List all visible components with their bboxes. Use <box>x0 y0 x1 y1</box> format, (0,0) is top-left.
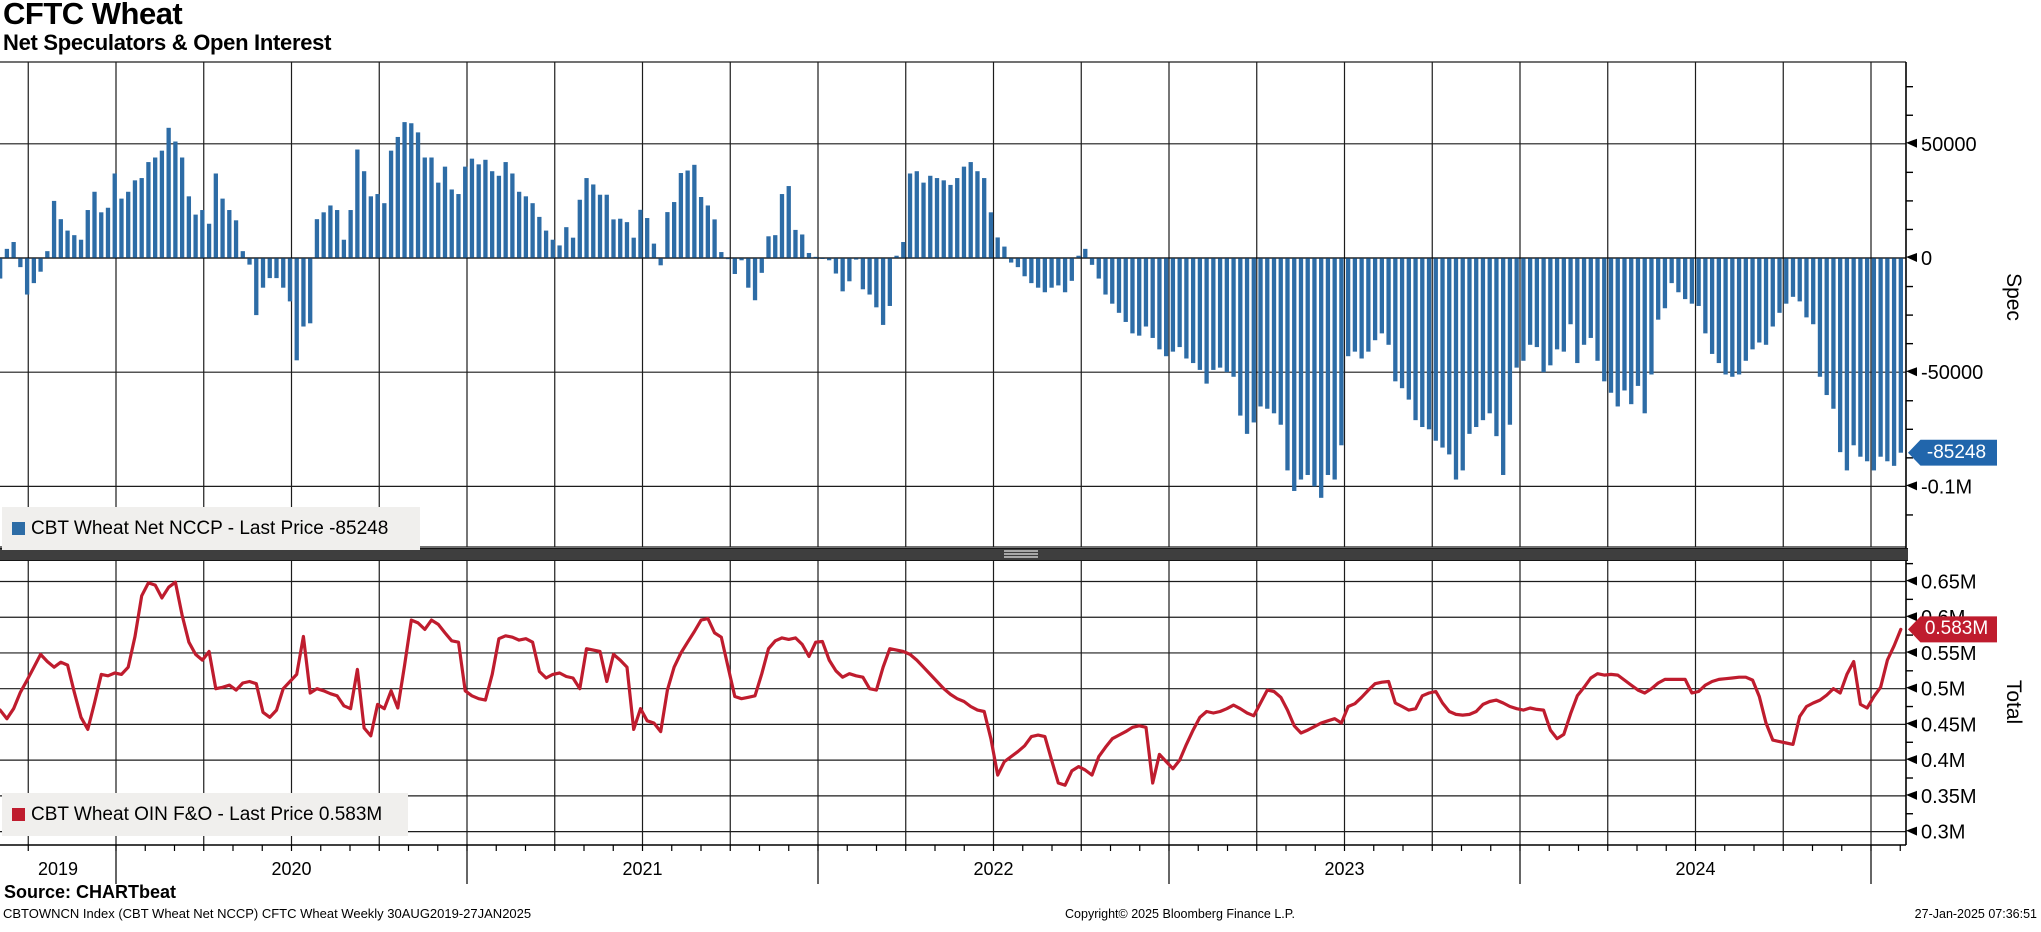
source-label: Source: CHARTbeat <box>4 882 177 902</box>
svg-text:0.35M: 0.35M <box>1921 786 1977 808</box>
svg-text:0.55M: 0.55M <box>1921 643 1977 665</box>
svg-text:-50000: -50000 <box>1921 362 1983 384</box>
timestamp: 27-Jan-2025 07:36:51 <box>1914 907 2037 921</box>
svg-text:0.5M: 0.5M <box>1921 679 1965 701</box>
svg-text:2023: 2023 <box>1324 859 1364 879</box>
panel-resize-handle[interactable] <box>1004 550 1038 558</box>
svg-text:2022: 2022 <box>973 859 1013 879</box>
svg-text:0.3M: 0.3M <box>1921 822 1965 844</box>
last-price-badge-total: 0.583M <box>1908 616 1997 643</box>
legend-spec-label: CBT Wheat Net NCCP - Last Price -85248 <box>31 517 389 539</box>
svg-text:0.45M: 0.45M <box>1921 714 1977 736</box>
copyright-text: Copyright© 2025 Bloomberg Finance L.P. <box>1065 907 1295 921</box>
panel-divider <box>0 548 1908 561</box>
axis-title-spec: Spec <box>2002 273 2025 321</box>
legend-total-label: CBT Wheat OIN F&O - Last Price 0.583M <box>31 803 383 825</box>
svg-text:0.65M: 0.65M <box>1921 571 1977 593</box>
spec-series-swatch-icon <box>12 522 25 535</box>
svg-text:2019: 2019 <box>38 859 78 879</box>
legend-total: CBT Wheat OIN F&O - Last Price 0.583M <box>2 793 408 836</box>
svg-text:-0.1M: -0.1M <box>1921 476 1972 498</box>
oi-series-swatch-icon <box>12 808 25 821</box>
axis-title-total: Total <box>2002 679 2025 725</box>
ticker-description: CBTOWNCN Index (CBT Wheat Net NCCP) CFTC… <box>3 906 532 921</box>
page-subtitle: Net Speculators & Open Interest <box>3 30 332 55</box>
svg-text:2024: 2024 <box>1675 859 1715 879</box>
svg-text:0.4M: 0.4M <box>1921 750 1965 772</box>
svg-text:0: 0 <box>1921 248 1932 270</box>
svg-text:50000: 50000 <box>1921 134 1977 156</box>
last-price-badge-spec: -85248 <box>1908 439 1997 466</box>
svg-text:2020: 2020 <box>271 859 311 879</box>
svg-text:2021: 2021 <box>622 859 662 879</box>
legend-spec: CBT Wheat Net NCCP - Last Price -85248 <box>2 507 420 550</box>
page-title: CFTC Wheat <box>3 0 183 31</box>
